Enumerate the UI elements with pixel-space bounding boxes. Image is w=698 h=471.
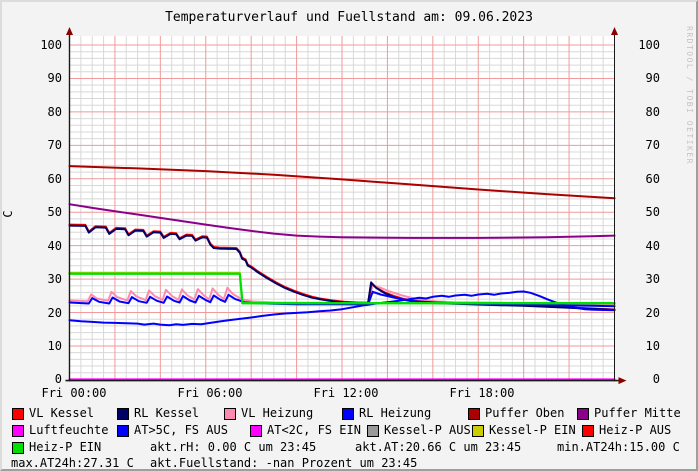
legend-label: VL Kessel [29,406,95,420]
y-tick-label-right: 30 [645,272,660,286]
series-puffer_mitte [68,203,616,239]
x-tick-label: Fri 00:00 [41,386,107,400]
legend-label: min.AT24h:15.00 C [557,440,680,454]
legend-swatch [12,442,24,454]
axis-arrows [66,27,627,385]
y-tick-label-right: 40 [645,239,660,253]
legend-label: Puffer Oben [485,406,565,420]
chart-title: Temperaturverlauf und Fuellstand am: 09.… [165,10,533,25]
series-puffer_oben [68,165,616,200]
y-tick-label-left: 80 [47,105,62,119]
y-tick-label-left: 0 [54,372,62,386]
y-tick-label-left: 30 [47,272,62,286]
legend-label: AT<2C, FS EIN [267,423,361,437]
y-tick-label-left: 100 [40,38,62,52]
y-tick-label-right: 10 [645,339,660,353]
y-tick-label-right: 20 [645,306,660,320]
legend-swatch [117,408,129,420]
legend-label: AT>5C, FS AUS [134,423,228,437]
legend-label: RL Heizung [359,406,432,420]
y-tick-label-left: 90 [47,71,62,85]
legend-label: Puffer Mitte [594,406,681,420]
legend-swatch [250,425,262,437]
legend-label: akt.rH: 0.00 C um 23:45 [150,440,317,454]
legend-swatch [12,408,24,420]
legend-label: RL Kessel [134,406,200,420]
legend-label: Kessel-P AUS [384,423,471,437]
y-tick-label-right: 70 [645,138,660,152]
legend-label: akt.Fuellstand: -nan Prozent um 23:45 [150,456,418,470]
y-tick-label-left: 20 [47,306,62,320]
legend-label: max.AT24h:27.31 C [11,456,134,470]
major-grid [69,36,615,381]
x-tick-label: Fri 06:00 [177,386,243,400]
legend-swatch [117,425,129,437]
legend-swatch [224,408,236,420]
legend-swatch [468,408,480,420]
x-tick-label: Fri 18:00 [449,386,515,400]
y-tick-label-right: 90 [645,71,660,85]
y-tick-label-left: 10 [47,339,62,353]
legend-swatch [577,408,589,420]
rrdtool-watermark: RRDTOOL / TOBI OETIKER [685,26,694,165]
legend-label: Heiz-P EIN [29,440,102,454]
y-tick-label-left: 70 [47,138,62,152]
legend-label: VL Heizung [241,406,314,420]
y-tick-label-right: 60 [645,172,660,186]
legend-label: Kessel-P EIN [489,423,576,437]
y-tick-label-right: 80 [645,105,660,119]
legend-label: akt.AT:20.66 C um 23:45 [355,440,522,454]
legend-swatch [367,425,379,437]
y-tick-label-right: 100 [638,38,660,52]
y-tick-label-left: 60 [47,172,62,186]
x-tick-label: Fri 12:00 [313,386,379,400]
y-tick-label-left: 50 [47,205,62,219]
y-tick-label-right: 50 [645,205,660,219]
series-heiz_p_ein [68,272,616,305]
legend-swatch [472,425,484,437]
legend-label: Heiz-P AUS [599,423,672,437]
axes [65,34,619,382]
legend-swatch [582,425,594,437]
legend-label: Luftfeuchte [29,423,109,437]
series-aussentemperatur [68,290,616,327]
legend-swatch [342,408,354,420]
y-tick-label-right: 0 [652,372,660,386]
legend-swatch [12,425,24,437]
y-tick-label-left: 40 [47,239,62,253]
